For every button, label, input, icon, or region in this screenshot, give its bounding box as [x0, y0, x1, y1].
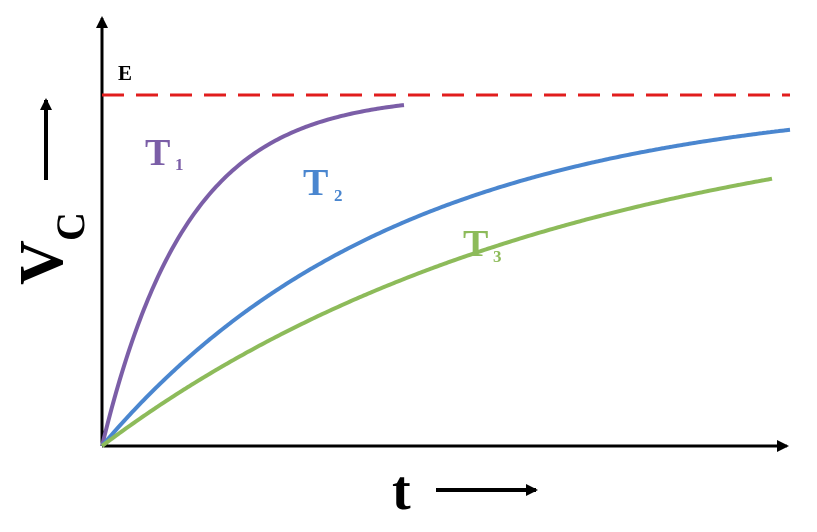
- series-label-t2-sub: 2: [334, 186, 343, 205]
- series-label-t3: T 3: [463, 223, 502, 266]
- y-axis-label-main: V: [8, 240, 76, 285]
- series-label-t1-sub: 1: [175, 155, 184, 174]
- series-label-t1: T 1: [145, 132, 184, 174]
- series-label-t3-main: T: [463, 223, 488, 265]
- series-label-t3-sub: 3: [493, 247, 502, 266]
- y-axis-label-sub: C: [48, 212, 93, 241]
- series-line-t3: [100, 176, 773, 448]
- svg-text:V C: V C: [8, 212, 93, 285]
- x-axis-label: t: [392, 460, 411, 522]
- series-label-t2: T 2: [303, 162, 343, 205]
- series-line-t1: [100, 103, 405, 447]
- y-axis-label: V C: [8, 212, 93, 285]
- asymptote-label: E: [118, 61, 132, 85]
- series-line-t2: [100, 127, 791, 448]
- series-label-t2-main: T: [303, 162, 328, 204]
- series-label-t1-main: T: [145, 132, 170, 174]
